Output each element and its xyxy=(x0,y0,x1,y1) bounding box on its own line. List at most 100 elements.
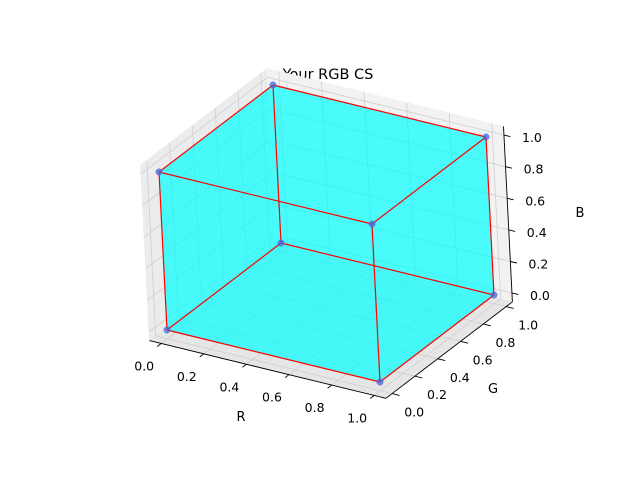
cube-face xyxy=(372,137,494,382)
x-tick-mark xyxy=(369,395,375,399)
grid-line-z xyxy=(147,203,275,301)
x-tick-mark xyxy=(242,363,247,368)
grid-line-z xyxy=(143,140,272,238)
y-tick-label: 0.2 xyxy=(427,387,447,402)
z-tick-label: 0.8 xyxy=(524,162,544,177)
x-tick-label: 1.0 xyxy=(347,411,367,426)
x-tick-label: 0.2 xyxy=(177,369,197,384)
cube-edge xyxy=(371,223,381,383)
z-tick-label: 1.0 xyxy=(522,130,542,145)
data-point xyxy=(269,81,277,89)
z-tick-mark xyxy=(507,197,514,201)
grid-line-y xyxy=(155,335,393,394)
data-point xyxy=(368,220,376,228)
x-axis-label: R xyxy=(236,410,245,425)
grid-line-z xyxy=(270,140,508,199)
grid-line-z xyxy=(267,77,505,136)
grid-line-y xyxy=(246,265,484,325)
x-axis-line xyxy=(149,340,387,399)
grid-line-x xyxy=(373,298,501,396)
grid-line-x xyxy=(203,256,331,355)
grid-line-x xyxy=(331,288,459,386)
z-tick-mark xyxy=(511,292,519,296)
grid-line-x xyxy=(246,267,374,365)
z-tick-label: 0.6 xyxy=(525,193,545,208)
cube-edge xyxy=(379,294,495,383)
grid-line-y xyxy=(201,300,438,360)
z-tick-mark xyxy=(508,229,516,232)
grid-line-z xyxy=(142,108,270,206)
y-tick-label: 0.4 xyxy=(450,370,470,385)
cube-face xyxy=(167,243,494,382)
y-tick-mark xyxy=(483,323,491,327)
z-tick-mark xyxy=(503,134,511,138)
z-axis-label: B xyxy=(576,206,585,221)
grid-line-x xyxy=(278,71,289,247)
x-tick-label: 0.0 xyxy=(134,359,154,374)
cube-edge xyxy=(158,171,373,225)
data-points xyxy=(155,81,498,386)
grid-line-y xyxy=(169,143,179,319)
y-tick-label: 1.0 xyxy=(518,318,538,333)
grid-line-x xyxy=(448,113,459,289)
grid-line-z xyxy=(140,77,268,175)
y-tick-mark xyxy=(460,340,469,344)
grid-line-x xyxy=(321,81,331,258)
cube-edge xyxy=(485,136,495,296)
cube-edge xyxy=(280,242,495,296)
y-tick-mark xyxy=(392,393,400,396)
grid-line-x xyxy=(406,102,416,279)
x-tick-mark xyxy=(284,374,290,379)
grid-line-y xyxy=(237,90,248,267)
grid-line-z xyxy=(148,235,276,333)
cube-edge xyxy=(158,171,168,331)
grid-lines xyxy=(140,71,513,396)
grid-line-x xyxy=(160,246,288,344)
x-tick-label: 0.4 xyxy=(219,379,239,394)
grid-line-y xyxy=(214,108,225,284)
cube-face xyxy=(159,172,380,382)
x-tick-mark xyxy=(156,343,162,347)
data-point xyxy=(490,291,498,299)
cube-edge xyxy=(166,329,381,383)
cube-face xyxy=(273,85,494,295)
cube-edge xyxy=(158,84,274,173)
grid-line-y xyxy=(146,160,157,336)
grid-line-z xyxy=(272,171,509,231)
z-tick-label: 0.4 xyxy=(527,225,547,240)
tick-marks xyxy=(156,134,519,399)
x-tick-mark xyxy=(327,384,332,389)
cube-edge xyxy=(272,84,282,244)
z-tick-mark xyxy=(510,261,517,264)
cube-face xyxy=(159,85,281,330)
data-point xyxy=(163,326,171,334)
grid-line-y xyxy=(269,248,507,307)
data-point xyxy=(155,168,163,176)
y-tick-label: 0.0 xyxy=(404,405,424,420)
grid-line-x xyxy=(288,277,416,376)
grid-line-z xyxy=(145,171,273,270)
grid-line-z xyxy=(273,203,511,262)
z-tick-label: 0.0 xyxy=(530,288,550,303)
cube-edge xyxy=(371,136,487,225)
grid-line-y xyxy=(192,125,202,302)
y-axis-label: G xyxy=(488,382,498,397)
grid-line-x xyxy=(491,123,502,299)
grid-line-y xyxy=(260,73,271,249)
y-tick-label: 0.8 xyxy=(495,335,515,350)
data-point xyxy=(376,378,384,386)
cube-edges xyxy=(158,84,495,383)
x-tick-mark xyxy=(199,353,205,358)
grid-line-y xyxy=(178,318,416,377)
grid-line-z xyxy=(269,108,506,168)
y-tick-mark xyxy=(506,306,514,309)
cube-faces xyxy=(159,85,494,382)
cube-edge xyxy=(166,242,282,331)
grid-line-y xyxy=(224,283,461,342)
z-tick-mark xyxy=(505,166,513,169)
grid-line-z xyxy=(275,235,513,294)
cube-edge xyxy=(272,84,487,138)
axis-lines xyxy=(149,126,513,399)
